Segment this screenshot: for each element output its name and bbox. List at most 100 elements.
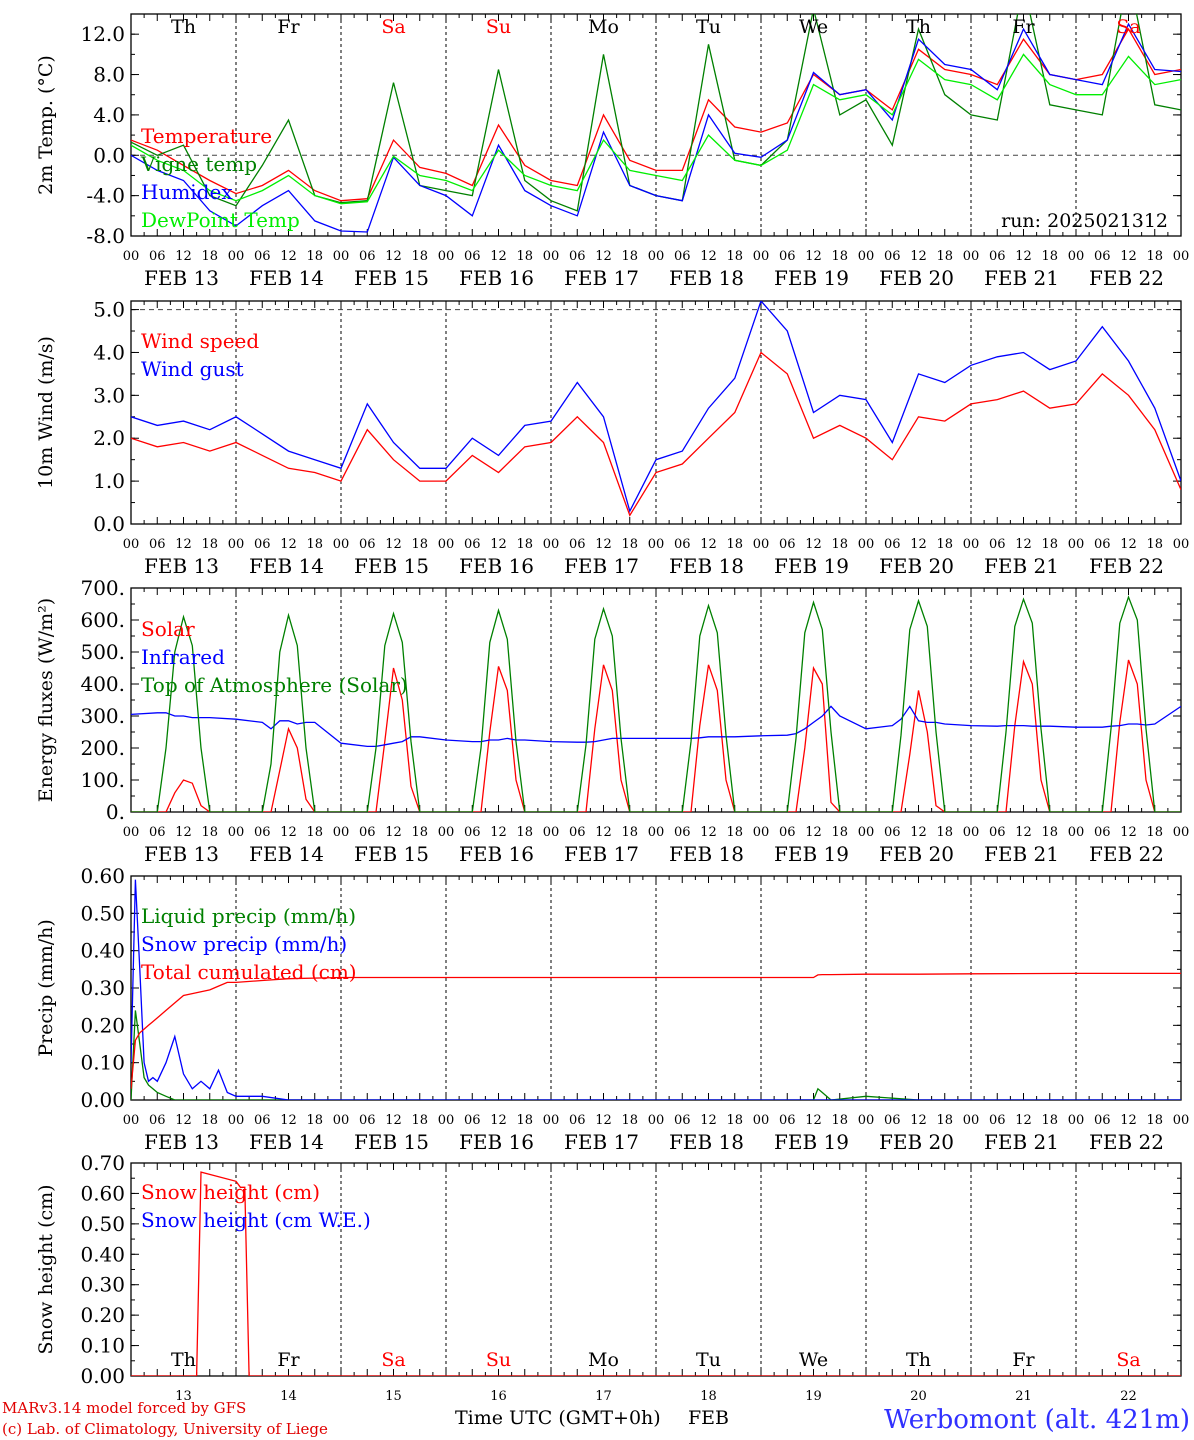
hour-tick-label: 12 — [805, 249, 822, 264]
hour-tick-label: 06 — [884, 825, 901, 840]
hour-tick-label: 12 — [490, 537, 507, 552]
series-line — [131, 351, 1181, 517]
y-axis-label: 10m Wind (m/s) — [35, 336, 57, 489]
day-of-week-label: Sa — [381, 16, 405, 38]
date-label: FEB 22 — [1089, 842, 1164, 866]
date-label: FEB 21 — [984, 842, 1059, 866]
hour-tick-label: 00 — [858, 825, 875, 840]
hour-tick-label: 00 — [228, 1113, 245, 1128]
hour-tick-label: 12 — [595, 537, 612, 552]
hour-tick-label: 12 — [805, 537, 822, 552]
hour-tick-label: 00 — [963, 1113, 980, 1128]
hour-tick-label: 06 — [569, 537, 586, 552]
plot-frame — [130, 587, 1182, 813]
series-line — [131, 22, 1181, 233]
hour-tick-label: 00 — [123, 825, 140, 840]
hour-tick-label: 00 — [1173, 825, 1190, 840]
date-label: FEB 21 — [984, 554, 1059, 578]
hour-tick-label: 00 — [858, 1113, 875, 1128]
series-line — [131, 1171, 1181, 1376]
y-tick-label: 0.0 — [93, 512, 125, 536]
legend-entry: Liquid precip (mm/h) — [141, 904, 356, 928]
y-tick-label: 5.0 — [93, 298, 125, 322]
hour-tick-label: 00 — [648, 1113, 665, 1128]
hour-tick-label: 00 — [963, 537, 980, 552]
date-label: FEB 21 — [984, 266, 1059, 290]
date-label: FEB 14 — [249, 1130, 324, 1154]
hour-tick-label: 06 — [884, 249, 901, 264]
hour-tick-label: 12 — [175, 825, 192, 840]
hour-tick-label: 18 — [411, 1113, 428, 1128]
hour-tick-label: 06 — [464, 1113, 481, 1128]
x-axis-month: FEB — [688, 1407, 729, 1429]
footer-line-2: (c) Lab. of Climatology, University of L… — [2, 1420, 328, 1438]
hour-tick-label: 12 — [910, 825, 927, 840]
station-label: Werbomont (alt. 421m) — [884, 1405, 1190, 1435]
bottom-day-number: 19 — [805, 1389, 822, 1404]
hour-tick-label: 18 — [516, 1113, 533, 1128]
hour-tick-label: 00 — [963, 249, 980, 264]
hour-tick-label: 12 — [1015, 1113, 1032, 1128]
hour-tick-label: 12 — [385, 1113, 402, 1128]
hour-tick-label: 12 — [700, 537, 717, 552]
hour-tick-label: 18 — [936, 1113, 953, 1128]
hour-tick-label: 06 — [569, 825, 586, 840]
day-of-week-label: Mo — [588, 16, 619, 38]
y-tick-label: 4.0 — [93, 340, 125, 364]
y-axis-label: Precip (mm/h) — [35, 919, 57, 1057]
hour-tick-label: 18 — [621, 537, 638, 552]
hour-tick-label: 12 — [490, 249, 507, 264]
y-tick-label: 1.0 — [93, 469, 125, 493]
day-of-week-label: Tu — [696, 16, 721, 38]
hour-tick-label: 12 — [490, 1113, 507, 1128]
date-label: FEB 14 — [249, 266, 324, 290]
hour-tick-label: 18 — [1146, 825, 1163, 840]
hour-tick-label: 12 — [910, 1113, 927, 1128]
hour-tick-label: 18 — [411, 537, 428, 552]
hour-tick-label: 00 — [543, 1113, 560, 1128]
hour-tick-label: 06 — [674, 249, 691, 264]
bottom-day-number: 17 — [595, 1389, 612, 1404]
y-tick-label: 0.10 — [80, 1051, 125, 1075]
hour-tick-label: 06 — [359, 825, 376, 840]
hour-tick-label: 06 — [359, 1113, 376, 1128]
hour-tick-label: 12 — [595, 1113, 612, 1128]
hour-tick-label: 06 — [254, 1113, 271, 1128]
day-of-week-label: Th — [171, 16, 196, 38]
panel-3: 700. 600. 500. 400. 300. 200. 100. 0. Energy flu… — [35, 576, 1189, 866]
hour-tick-label: 06 — [779, 1113, 796, 1128]
y-tick-label: 600. — [80, 608, 125, 632]
legend-entry: Snow height (cm W.E.) — [141, 1208, 371, 1232]
footer-line-1: MARv3.14 model forced by GFS — [2, 1399, 246, 1417]
date-label: FEB 17 — [564, 842, 639, 866]
y-tick-label: 0.60 — [80, 1181, 125, 1205]
hour-tick-label: 06 — [1094, 537, 1111, 552]
day-of-week-label: Th — [171, 1349, 196, 1371]
hour-tick-label: 12 — [385, 249, 402, 264]
hour-tick-label: 12 — [280, 1113, 297, 1128]
hour-tick-label: 06 — [1094, 249, 1111, 264]
date-label: FEB 22 — [1089, 1130, 1164, 1154]
hour-tick-label: 18 — [726, 825, 743, 840]
hour-tick-label: 00 — [753, 249, 770, 264]
hour-tick-label: 18 — [201, 537, 218, 552]
day-of-week-label: Sa — [381, 1349, 405, 1371]
date-label: FEB 17 — [564, 554, 639, 578]
date-label: FEB 19 — [774, 1130, 849, 1154]
y-tick-label: 8.0 — [93, 63, 125, 87]
y-axis-label: Snow height (cm) — [35, 1184, 57, 1354]
legend-entry: Snow height (cm) — [141, 1180, 320, 1204]
hour-tick-label: 18 — [831, 825, 848, 840]
hour-tick-label: 18 — [516, 249, 533, 264]
hour-tick-label: 12 — [175, 537, 192, 552]
hour-tick-label: 00 — [1173, 537, 1190, 552]
date-label: FEB 17 — [564, 1130, 639, 1154]
y-tick-label: -4.0 — [86, 184, 125, 208]
y-axis-label: 2m Temp. (°C) — [35, 55, 57, 195]
date-label: FEB 13 — [144, 554, 219, 578]
hour-tick-label: 06 — [779, 249, 796, 264]
hour-tick-label: 06 — [884, 1113, 901, 1128]
y-tick-label: 0.40 — [80, 939, 125, 963]
hour-tick-label: 00 — [543, 825, 560, 840]
y-tick-label: 0.20 — [80, 1013, 125, 1037]
